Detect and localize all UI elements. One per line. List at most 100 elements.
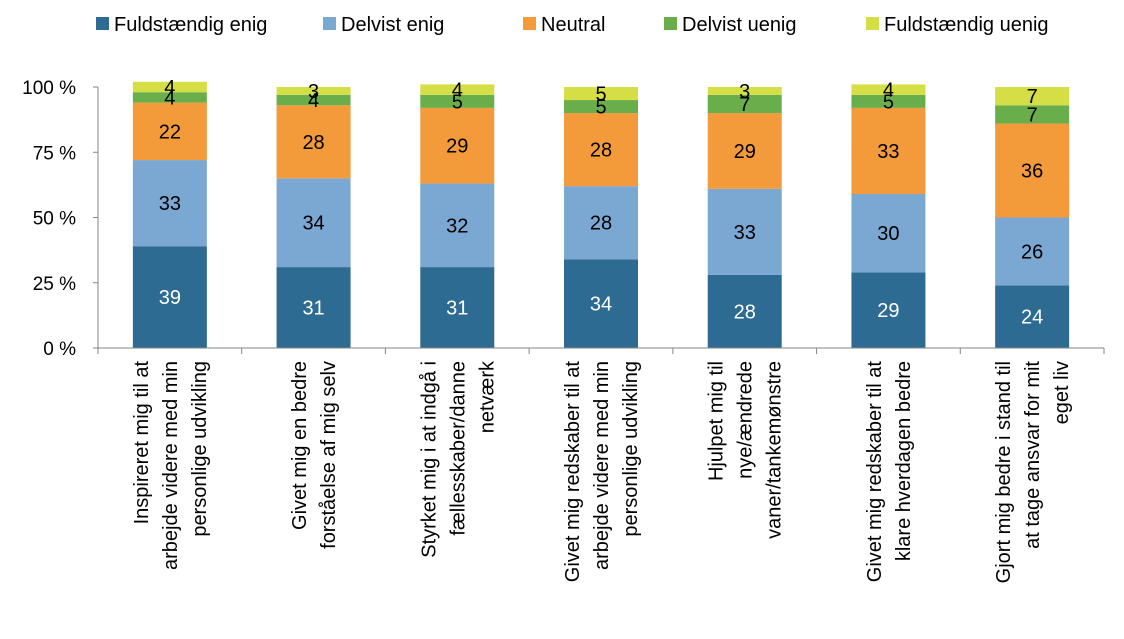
data-label: 32 [446, 215, 468, 237]
bar-segment [276, 105, 351, 179]
data-label: 29 [734, 141, 756, 163]
legend-swatch [323, 17, 336, 30]
data-label: 28 [302, 132, 324, 154]
data-label: 33 [877, 141, 899, 163]
bar-segment [707, 94, 782, 114]
data-label: 4 [452, 80, 463, 102]
bar-segment [132, 246, 207, 348]
x-tick-label: nye/ændrede [735, 361, 757, 479]
x-tick-label: Givet mig en bedre [289, 361, 311, 530]
bar-segment [995, 285, 1070, 348]
data-label: 3 [308, 81, 319, 103]
bar-stack: 31 34 28 43 [276, 81, 351, 348]
bar-segment [420, 107, 495, 184]
bar-segment [564, 186, 638, 260]
x-tick-label: Hjulpet mig til [706, 361, 728, 481]
data-label: 33 [734, 222, 756, 244]
legend-item: Neutral [523, 14, 605, 36]
data-label: 3 [739, 81, 750, 103]
bar-segment [707, 113, 782, 189]
data-label: 5 [595, 84, 606, 106]
data-label: 34 [302, 213, 324, 235]
x-tick-label: vaner/tankemønstre [764, 361, 786, 539]
bar-segment [276, 267, 351, 348]
x-category-label: Hjulpet mig til nye/ændrede vaner/tankemøn… [706, 361, 786, 539]
legend-swatch [523, 17, 536, 30]
x-tick-label: klare hverdagen bedre [893, 361, 915, 561]
data-label: 4 [308, 90, 319, 112]
x-tick-label: eget liv [1051, 361, 1073, 424]
x-tick-label: fællesskaber/danne [447, 361, 469, 536]
bar-segment [564, 113, 638, 187]
legend-label: Fuldstændig uenig [884, 14, 1049, 36]
bars: 3933224431342843313229543428285528332973… [132, 77, 1070, 348]
data-label: 24 [1021, 307, 1043, 329]
data-label: 29 [877, 300, 899, 322]
data-label: 7 [1027, 104, 1038, 126]
bar-segment [707, 188, 782, 275]
bar-segment [564, 100, 638, 114]
bar-stack: 34 28 28 55 [564, 84, 638, 348]
bar-segment [420, 183, 495, 268]
x-tick-label: personlige udvikling [620, 361, 642, 537]
y-axis: 0 % 25 % 50 % 75 % 100 % [22, 78, 99, 360]
data-label: 26 [1021, 241, 1043, 263]
bar-segment [995, 105, 1070, 124]
legend-item: Delvist uenig [664, 14, 797, 36]
data-label: 31 [302, 298, 324, 320]
bar-segment [564, 259, 638, 348]
legend-swatch [866, 17, 879, 30]
legend-label: Delvist uenig [682, 14, 797, 36]
legend-label: Delvist enig [341, 14, 444, 36]
bar-segment [276, 87, 351, 95]
data-label: 29 [446, 136, 468, 158]
data-label: 4 [883, 80, 894, 102]
bar-segment [276, 178, 351, 268]
bar-segment [851, 94, 926, 108]
data-label: 28 [590, 213, 612, 235]
x-category-label: Inspireret mig til at arbejde videre med … [131, 361, 211, 570]
bar-segment [276, 94, 351, 106]
bar-segment [420, 94, 495, 108]
bar-segment [564, 87, 638, 101]
bar-segment [132, 102, 207, 161]
bar-segment [851, 84, 926, 95]
data-label: 7 [739, 94, 750, 116]
x-tick-label: arbejde videre med min [160, 361, 182, 570]
y-tick-label: 0 % [43, 339, 76, 360]
legend-item: Delvist enig [323, 14, 444, 36]
bar-segment [420, 267, 495, 348]
data-label: 31 [446, 298, 468, 320]
x-tick-label: at tage ansvar for mit [1022, 361, 1044, 549]
bar-segment [851, 194, 926, 273]
y-tick-label: 75 % [33, 143, 76, 164]
x-axis: Inspireret mig til at arbejde videre med … [97, 347, 1105, 584]
data-label: 28 [590, 140, 612, 162]
data-label: 33 [159, 193, 181, 215]
x-tick-label: Gjort mig bedre i stand til [993, 361, 1015, 583]
legend-item: Fuldstændig enig [96, 14, 267, 36]
bar-segment [995, 123, 1070, 218]
x-tick-label: forståelse af mig selv [318, 361, 340, 549]
x-category-label: Givet mig redskaber til at arbejde videre… [562, 361, 642, 583]
bar-stack: 31 32 29 54 [420, 80, 495, 348]
x-tick-label: netværk [476, 360, 498, 433]
data-label: 5 [452, 91, 463, 113]
data-label: 39 [159, 287, 181, 309]
data-label: 34 [590, 294, 612, 316]
data-label: 7 [1027, 86, 1038, 108]
legend-label: Neutral [541, 14, 605, 36]
bar-segment [995, 87, 1070, 106]
bar-stack: 29 30 33 54 [851, 80, 926, 348]
y-tick-label: 50 % [33, 209, 76, 230]
x-category-label: Gjort mig bedre i stand til at tage ansva… [993, 361, 1073, 584]
bar-segment [851, 272, 926, 348]
y-tick-label: 100 % [22, 78, 76, 99]
data-label: 4 [164, 87, 175, 109]
legend-swatch [96, 17, 109, 30]
data-label: 30 [877, 223, 899, 245]
data-label: 5 [595, 97, 606, 119]
bar-segment [132, 160, 207, 247]
data-label: 28 [734, 301, 756, 323]
